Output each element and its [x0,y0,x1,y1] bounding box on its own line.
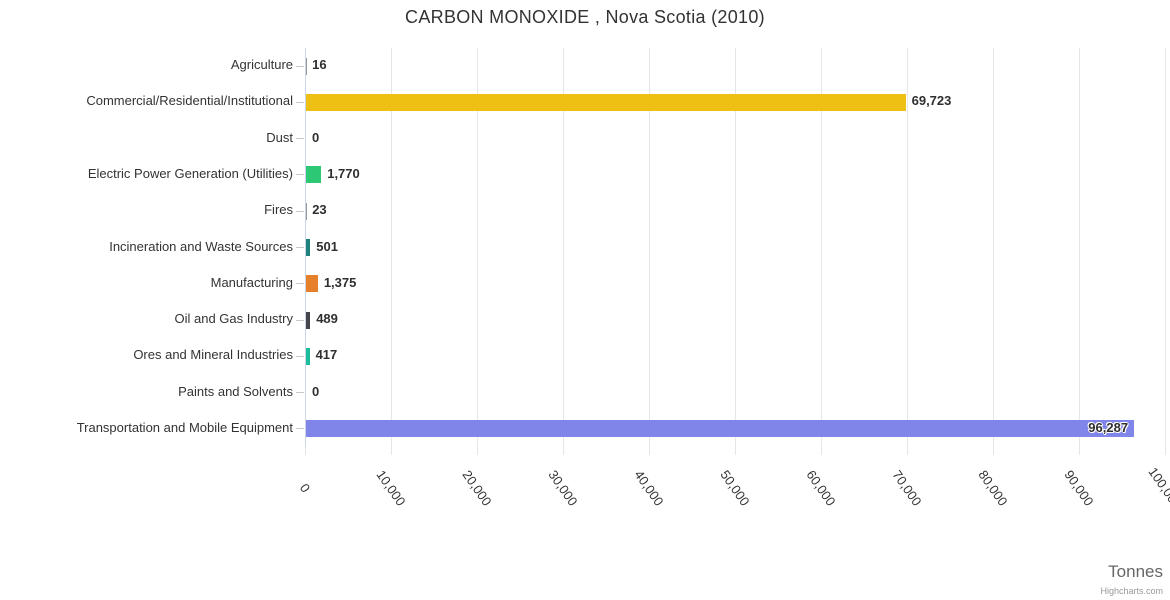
bar[interactable] [306,239,311,256]
gridline [649,48,650,447]
category-tick [296,210,304,212]
x-axis-tick [649,447,650,455]
category-label: Fires [264,202,293,218]
x-axis-tick-label: 60,000 [803,467,839,509]
x-axis-tick [1165,447,1166,455]
x-axis-tick [477,447,478,455]
x-axis-tick-label: 100,000 [1145,464,1170,512]
value-label: 489 [316,311,338,327]
value-label: 1,375 [323,274,357,290]
gridline [821,48,822,447]
value-label: 23 [312,202,327,218]
gridline [391,48,392,447]
category-tick [296,319,304,321]
chart-title: CARBON MONOXIDE , Nova Scotia (2010) [405,7,765,27]
category-label: Paints and Solvents [178,383,293,399]
bar[interactable] [306,311,311,329]
gridline [907,48,908,447]
category-label: Transportation and Mobile Equipment [76,419,293,435]
value-label: 501 [316,238,338,254]
category-tick [296,138,304,140]
category-label: Incineration and Waste Sources [109,238,293,254]
x-axis-title: Tonnes [1108,562,1163,581]
gridline [477,48,478,447]
category-label: Ores and Mineral Industries [133,347,293,363]
x-axis-tick-label: 10,000 [373,467,409,509]
category-tick [296,428,304,430]
y-axis-line [305,48,306,447]
category-tick [296,283,304,285]
category-label: Electric Power Generation (Utilities) [87,165,293,181]
gridline [1165,48,1166,447]
x-axis-tick-label: 80,000 [975,467,1011,509]
x-axis-tick-label: 20,000 [459,467,495,509]
x-axis-tick [1079,447,1080,455]
gridline [735,48,736,447]
value-label: 96,287 [1088,419,1129,435]
value-label: 69,723 [911,93,952,109]
x-axis-tick-label: 40,000 [631,467,667,509]
x-axis-tick-label: 90,000 [1061,467,1097,509]
bar[interactable] [306,166,322,184]
category-label: Agriculture [230,57,293,73]
x-axis-tick-label: 0 [296,480,314,496]
category-label: Dust [266,129,293,145]
x-axis-tick [391,447,392,455]
bar[interactable] [306,420,1135,438]
gridline [993,48,994,447]
category-tick [296,247,304,248]
x-axis-tick [993,447,994,455]
x-axis-tick [563,447,564,455]
value-label: 16 [312,57,327,73]
category-label: Manufacturing [210,274,293,290]
category-tick [296,101,304,103]
bar[interactable] [306,93,906,111]
x-axis-tick-label: 50,000 [717,467,753,509]
category-tick [296,392,304,394]
value-label: 417 [315,347,338,363]
category-tick [296,174,304,176]
gridline [1079,48,1080,447]
x-axis-tick [305,447,306,455]
bar[interactable] [306,347,310,365]
gridline [563,48,564,447]
x-axis-tick-label: 70,000 [889,467,925,509]
bar[interactable] [306,275,318,293]
x-axis-tick [907,447,908,455]
value-label: 1,770 [327,165,360,181]
category-label: Commercial/Residential/Institutional [86,93,293,109]
value-label: 0 [312,383,320,399]
category-label: Oil and Gas Industry [174,311,294,327]
value-label: 0 [312,129,320,145]
category-tick [296,65,304,67]
category-tick [296,355,304,357]
highcharts-credit-link[interactable]: Highcharts.com [1100,586,1163,596]
x-axis-tick [735,447,736,455]
x-axis-tick-label: 30,000 [545,467,581,509]
x-axis-tick [821,447,822,455]
